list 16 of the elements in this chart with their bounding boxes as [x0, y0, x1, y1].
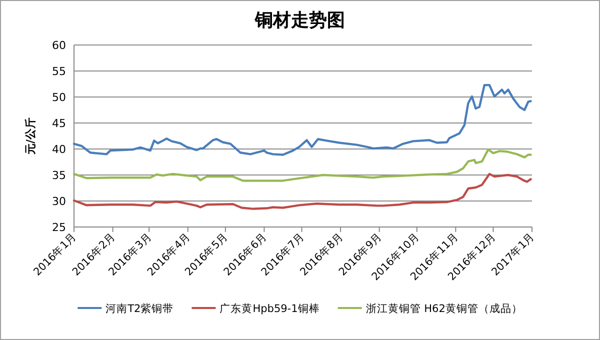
y-tick-label: 60 [52, 39, 66, 52]
line-series [72, 148, 532, 182]
y-tick-label: 30 [52, 195, 66, 208]
line-series [72, 84, 532, 156]
y-axis-title: 元/公斤 [24, 117, 37, 156]
legend-label: 浙江黄铜管 H62黄铜管（成品） [366, 302, 522, 315]
y-tick-label: 55 [52, 65, 66, 78]
y-tick-label: 40 [52, 143, 66, 156]
y-tick-label: 50 [52, 91, 66, 104]
line-series [72, 172, 532, 210]
legend-label: 广东黄Hpb59-1铜棒 [220, 302, 320, 315]
y-tick-label: 35 [52, 169, 66, 182]
y-tick-label: 25 [52, 221, 66, 234]
y-tick-label: 45 [52, 117, 66, 130]
chart-title: 铜材走势图 [254, 10, 345, 31]
legend-label: 河南T2紫铜带 [106, 302, 174, 315]
